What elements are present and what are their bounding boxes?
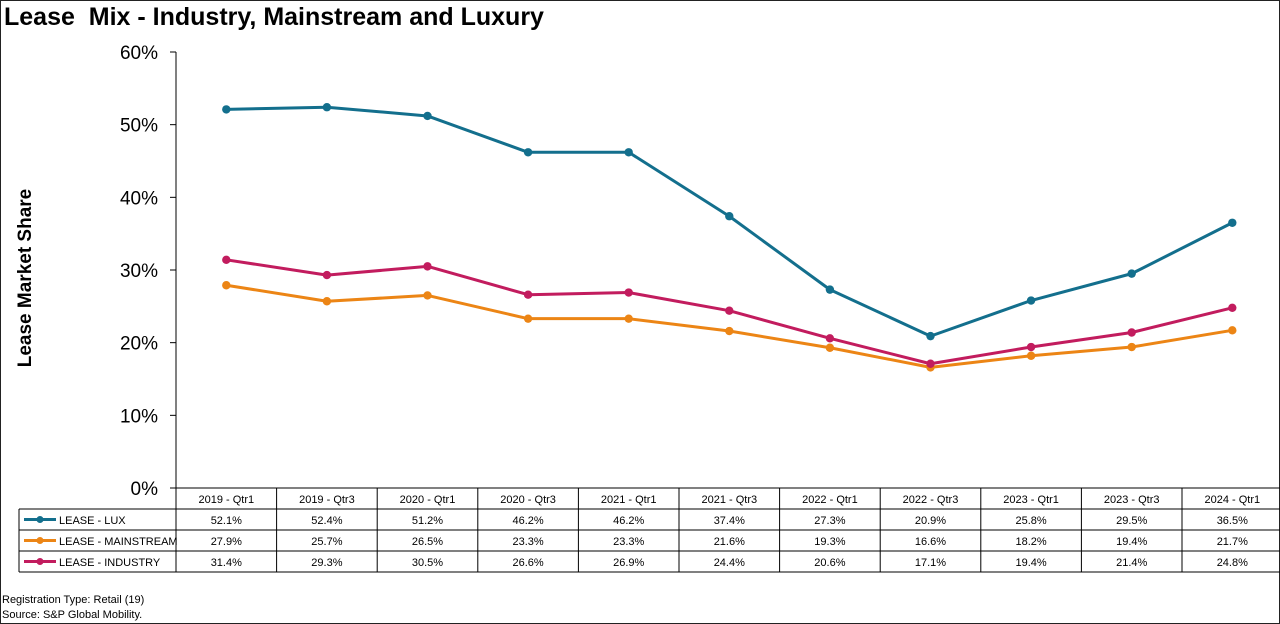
legend-key-marker — [36, 558, 44, 565]
data-point — [222, 105, 231, 114]
x-tick-label: 2021 - Qtr1 — [601, 494, 657, 506]
table-value: 51.2% — [412, 515, 443, 527]
table-value: 23.3% — [613, 536, 644, 548]
data-point — [825, 334, 835, 343]
data-point — [725, 306, 734, 315]
table-value: 20.6% — [814, 557, 845, 569]
table-value: 52.1% — [211, 515, 242, 527]
table-value: 29.3% — [311, 557, 342, 569]
x-tick-label: 2022 - Qtr1 — [802, 494, 858, 506]
data-point — [1127, 328, 1136, 337]
table-value: 25.8% — [1015, 515, 1046, 527]
data-point — [322, 270, 332, 280]
data-point — [222, 281, 231, 290]
table-value: 20.9% — [915, 515, 946, 527]
data-point — [322, 103, 332, 112]
series-line — [224, 283, 1234, 369]
data-point — [825, 285, 835, 294]
table-value: 26.9% — [613, 557, 644, 569]
table-value: 26.5% — [412, 536, 443, 548]
table-value: 21.6% — [714, 536, 745, 548]
y-tick-label: 0% — [131, 479, 159, 500]
table-value: 21.7% — [1217, 536, 1248, 548]
legend-label: LEASE - INDUSTRY — [59, 557, 161, 569]
x-tick-label: 2024 - Qtr1 — [1204, 494, 1260, 506]
table-value: 36.5% — [1217, 515, 1248, 527]
data-point — [624, 288, 633, 297]
table-value: 37.4% — [714, 515, 745, 527]
data-point — [1127, 269, 1136, 278]
table-value: 30.5% — [412, 557, 443, 569]
table-value: 27.3% — [814, 515, 845, 527]
y-tick-label: 30% — [120, 261, 158, 282]
data-point — [423, 291, 432, 300]
table-value: 24.8% — [1217, 557, 1248, 569]
data-point — [1228, 326, 1237, 335]
table-value: 17.1% — [915, 557, 946, 569]
y-tick-label: 60% — [120, 43, 158, 64]
table-value: 19.4% — [1015, 557, 1046, 569]
table-value: 25.7% — [311, 536, 342, 548]
data-point — [1026, 296, 1036, 305]
table-value: 19.3% — [814, 536, 845, 548]
legend-label: LEASE - LUX — [59, 515, 126, 527]
table-value: 46.2% — [613, 515, 644, 527]
table-value: 16.6% — [915, 536, 946, 548]
data-point — [423, 262, 432, 271]
data-point — [1228, 218, 1237, 227]
chart-title: Lease Mix - Industry, Mainstream and Lux… — [4, 3, 544, 31]
x-tick-label: 2021 - Qtr3 — [701, 494, 757, 506]
y-tick-label: 20% — [120, 334, 158, 355]
series-line — [224, 105, 1234, 338]
table-value: 46.2% — [512, 515, 543, 527]
table-value: 31.4% — [211, 557, 242, 569]
data-point — [624, 148, 633, 157]
x-tick-label: 2023 - Qtr1 — [1003, 494, 1059, 506]
data-point — [222, 255, 231, 265]
x-tick-label: 2022 - Qtr3 — [903, 494, 959, 506]
x-tick-label: 2019 - Qtr3 — [299, 494, 355, 506]
table-value: 24.4% — [714, 557, 745, 569]
x-tick-label: 2019 - Qtr1 — [198, 494, 254, 506]
data-point — [523, 148, 533, 157]
x-tick-label: 2020 - Qtr3 — [500, 494, 556, 506]
data-point — [1127, 342, 1136, 352]
y-tick-label: 50% — [120, 116, 158, 137]
table-value: 19.4% — [1116, 536, 1147, 548]
table-value: 26.6% — [512, 557, 543, 569]
table-value: 23.3% — [512, 536, 543, 548]
data-point — [1026, 351, 1036, 360]
data-point — [1228, 303, 1237, 312]
data-point — [926, 331, 935, 341]
data-point — [725, 326, 734, 336]
footnote-source: Source: S&P Global Mobility. — [2, 609, 143, 621]
data-point — [624, 314, 633, 323]
data-point — [523, 290, 533, 299]
data-point — [322, 297, 332, 306]
footnote-registration-type: Registration Type: Retail (19) — [2, 594, 145, 606]
y-tick-label: 10% — [120, 406, 158, 427]
table-value: 21.4% — [1116, 557, 1147, 569]
data-point — [926, 359, 935, 368]
data-point — [725, 212, 734, 221]
x-tick-label: 2020 - Qtr1 — [400, 494, 456, 506]
data-point — [423, 111, 432, 121]
table-value: 52.4% — [311, 515, 342, 527]
table-value: 29.5% — [1116, 515, 1147, 527]
legend-key-marker — [36, 537, 44, 544]
legend-label: LEASE - MAINSTREAM — [59, 536, 178, 548]
legend-key-marker — [36, 516, 44, 523]
data-point — [523, 314, 533, 323]
x-tick-label: 2023 - Qtr3 — [1104, 494, 1160, 506]
y-tick-label: 40% — [120, 188, 158, 209]
table-value: 27.9% — [211, 536, 242, 548]
data-point — [1026, 342, 1036, 352]
data-point — [825, 343, 835, 352]
table-value: 18.2% — [1015, 536, 1046, 548]
